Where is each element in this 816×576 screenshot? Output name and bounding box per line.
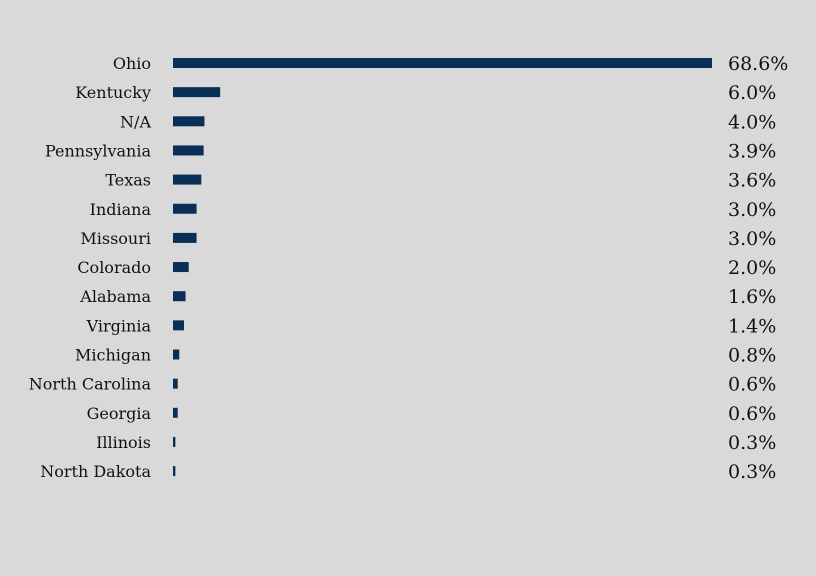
category-label: Indiana (90, 200, 152, 219)
bar (173, 87, 221, 98)
bar (173, 262, 189, 273)
category-label: Ohio (113, 54, 151, 73)
value-label: 1.6% (728, 286, 776, 308)
value-label: 0.3% (728, 461, 776, 483)
value-label: 2.0% (728, 257, 776, 279)
bar (173, 436, 176, 447)
value-label: 0.6% (728, 403, 776, 425)
bar (173, 58, 712, 68)
category-label: Pennsylvania (45, 141, 151, 160)
bar (173, 174, 202, 185)
value-label: 3.0% (728, 199, 776, 221)
bar (173, 291, 186, 302)
category-label: North Dakota (40, 462, 151, 481)
category-label: Illinois (96, 433, 151, 452)
bar (173, 349, 180, 360)
value-label: 3.6% (728, 170, 776, 192)
value-label: 1.4% (728, 315, 776, 337)
value-label: 68.6% (728, 53, 788, 75)
value-label: 0.8% (728, 345, 776, 367)
bar (173, 116, 205, 127)
value-label: 0.3% (728, 432, 776, 454)
category-label: Michigan (75, 346, 151, 365)
bar (173, 203, 197, 214)
category-label: Colorado (77, 258, 151, 277)
bar (173, 466, 176, 477)
category-label: Texas (105, 171, 151, 190)
bar (173, 145, 204, 156)
bar (173, 378, 178, 389)
value-label: 4.0% (728, 111, 776, 133)
bar (173, 407, 178, 418)
category-label: Alabama (79, 287, 151, 306)
category-label: N/A (120, 112, 151, 131)
category-label: Kentucky (75, 83, 151, 102)
value-label: 6.0% (728, 82, 776, 104)
category-label: North Carolina (29, 375, 152, 394)
bar (173, 320, 184, 331)
value-label: 0.6% (728, 374, 776, 396)
category-label: Georgia (87, 404, 152, 423)
value-label: 3.0% (728, 228, 776, 250)
category-label: Missouri (80, 229, 151, 248)
category-label: Virginia (86, 316, 152, 335)
value-label: 3.9% (728, 140, 776, 162)
bar (173, 232, 197, 243)
